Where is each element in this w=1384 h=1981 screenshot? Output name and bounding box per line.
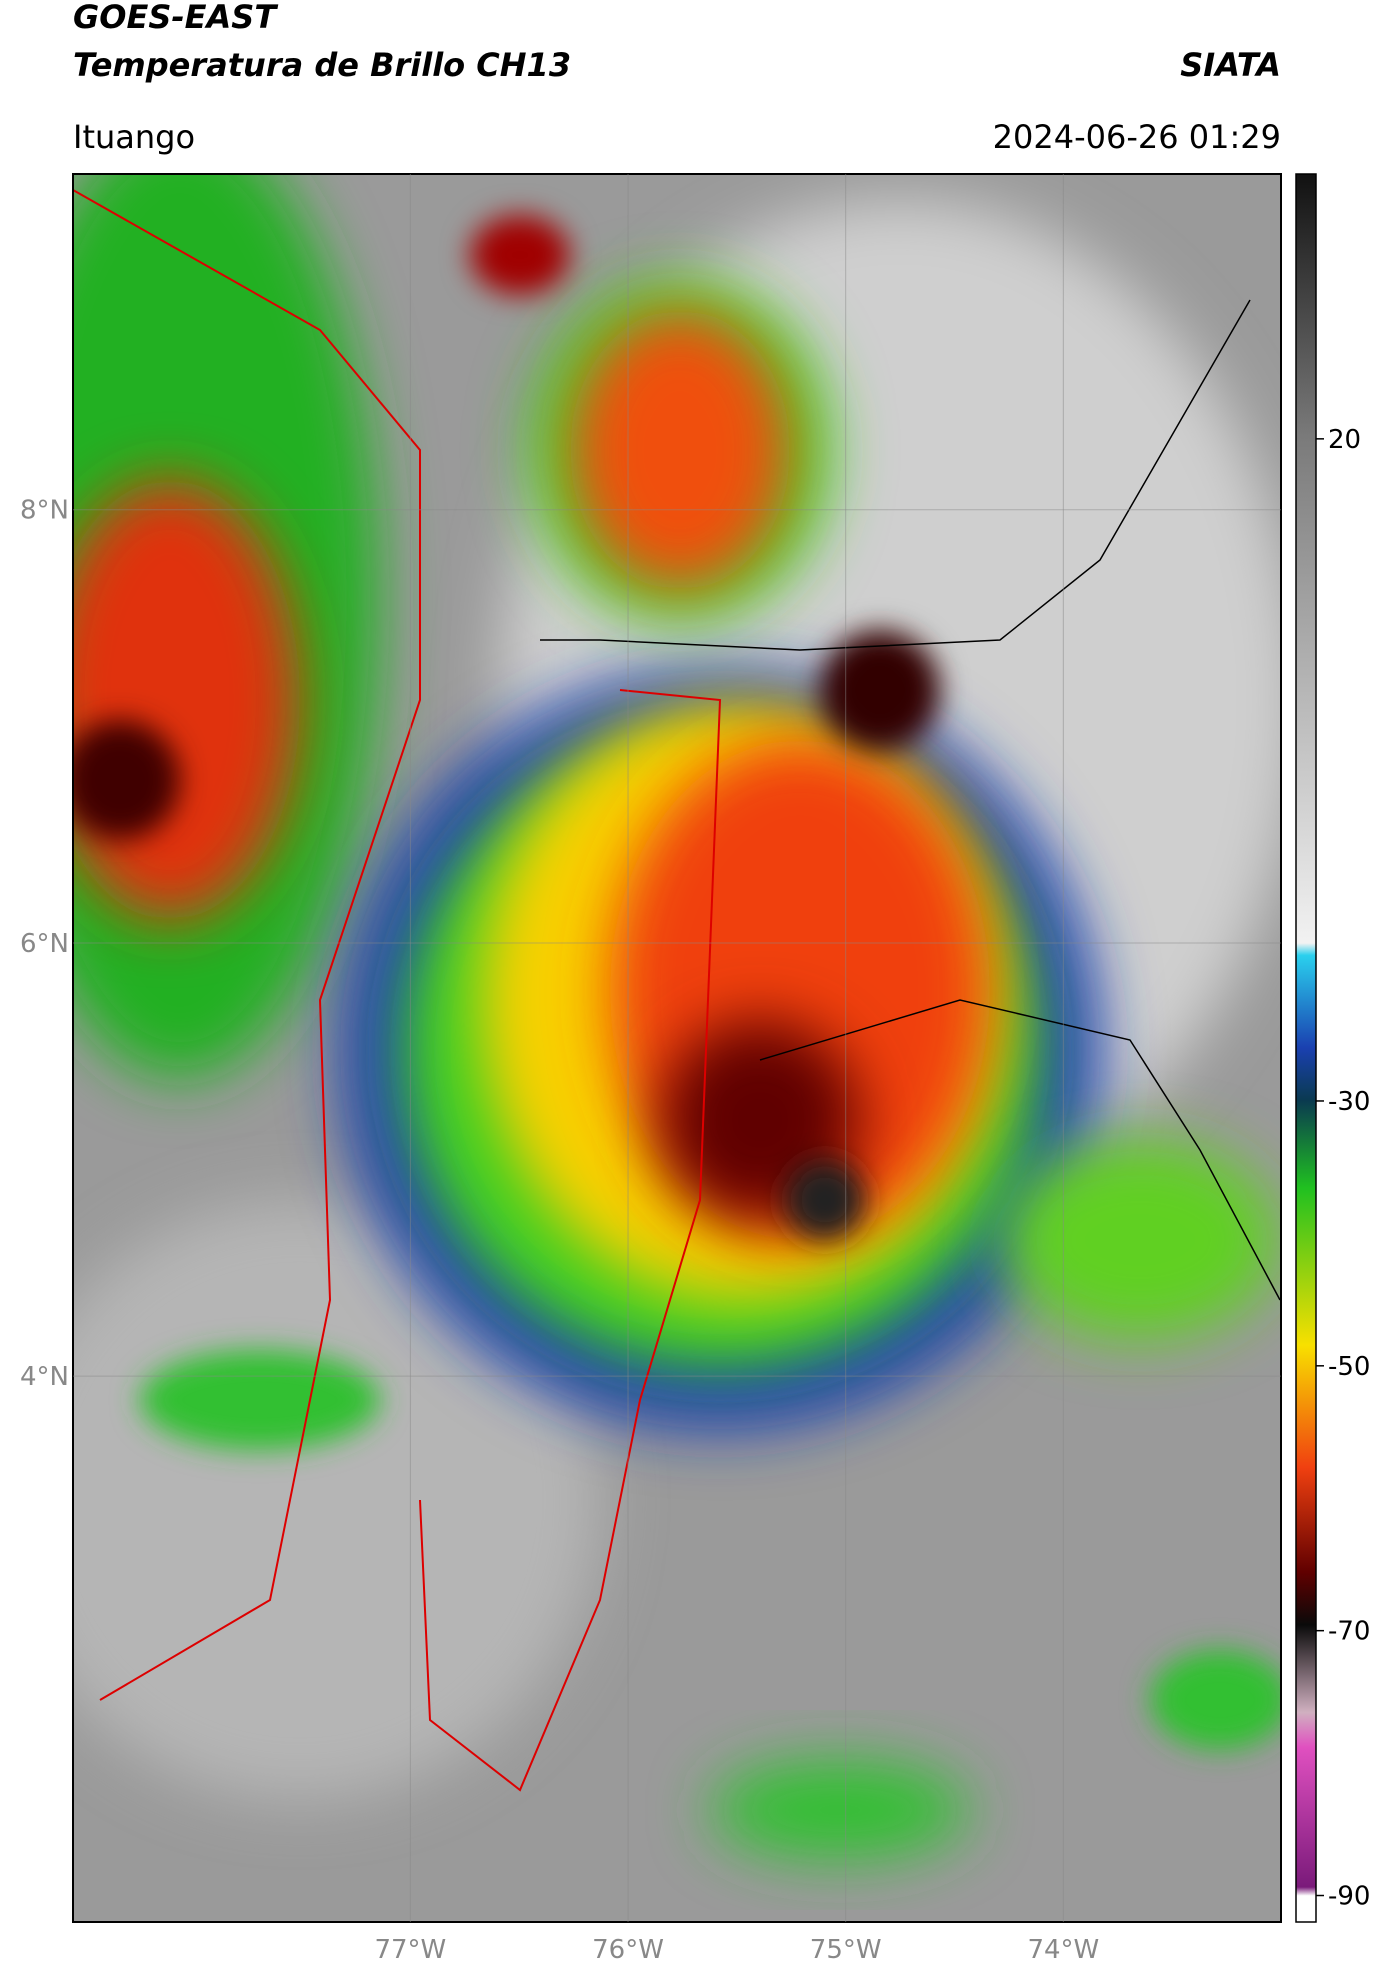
- location: Ituango: [73, 118, 195, 156]
- subtitle: Temperatura de Brillo CH13: [73, 46, 571, 84]
- map-frame: [72, 173, 1282, 1923]
- colorbar-label: 20: [1328, 425, 1361, 455]
- brand: SIATA: [1180, 46, 1281, 84]
- title: GOES-EAST: [73, 0, 278, 36]
- lon-label: 77°W: [374, 1935, 446, 1965]
- colorbar-label: -30: [1328, 1087, 1370, 1117]
- lat-label: 4°N: [20, 1362, 69, 1392]
- map-image: [73, 174, 1281, 1922]
- timestamp: 2024-06-26 01:29: [993, 118, 1281, 156]
- lon-label: 75°W: [810, 1935, 882, 1965]
- lon-label: 76°W: [592, 1935, 664, 1965]
- lat-label: 6°N: [20, 929, 69, 959]
- colorbar-label: -50: [1328, 1352, 1370, 1382]
- colorbar: [1295, 173, 1317, 1923]
- colorbar-label: -90: [1328, 1882, 1370, 1912]
- lat-label: 8°N: [20, 496, 69, 526]
- lon-label: 74°W: [1027, 1935, 1099, 1965]
- colorbar-label: -70: [1328, 1617, 1370, 1647]
